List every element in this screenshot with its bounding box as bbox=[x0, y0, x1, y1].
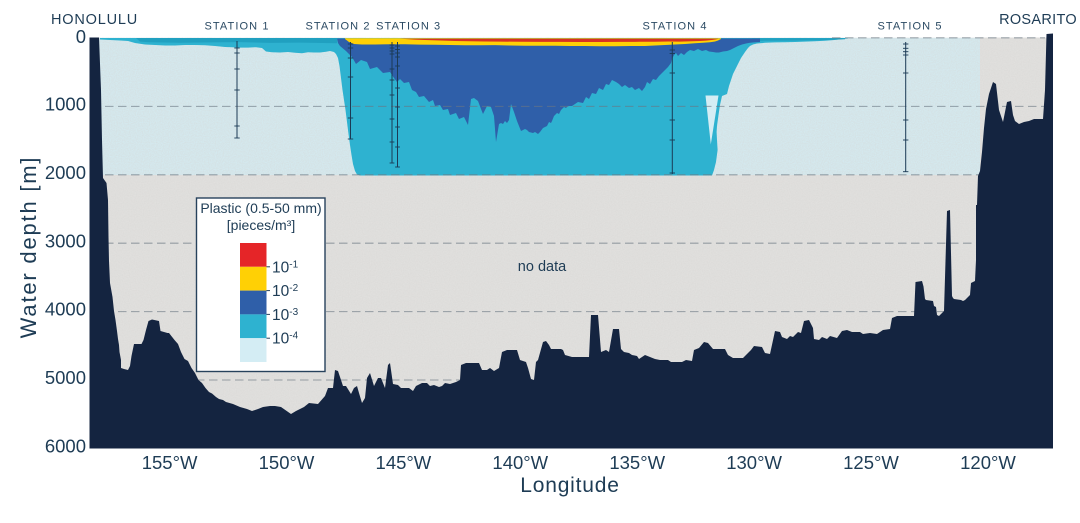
svg-text:135°W: 135°W bbox=[609, 452, 665, 473]
svg-text:5000: 5000 bbox=[45, 367, 86, 388]
svg-text:1000: 1000 bbox=[45, 94, 86, 115]
svg-text:150°W: 150°W bbox=[259, 452, 315, 473]
svg-text:STATION 4: STATION 4 bbox=[642, 21, 707, 33]
svg-text:6000: 6000 bbox=[45, 436, 86, 457]
svg-text:ROSARITO: ROSARITO bbox=[999, 12, 1077, 28]
svg-text:Longitude: Longitude bbox=[520, 474, 619, 497]
svg-text:140°W: 140°W bbox=[492, 452, 548, 473]
svg-text:130°W: 130°W bbox=[726, 452, 782, 473]
svg-text:2000: 2000 bbox=[45, 162, 86, 183]
svg-text:120°W: 120°W bbox=[960, 452, 1016, 473]
svg-text:4000: 4000 bbox=[45, 299, 86, 320]
svg-text:0: 0 bbox=[76, 26, 86, 47]
svg-text:145°W: 145°W bbox=[376, 452, 432, 473]
svg-text:Water depth [m]: Water depth [m] bbox=[16, 156, 41, 339]
svg-text:[pieces/m³]: [pieces/m³] bbox=[227, 217, 295, 233]
svg-text:no data: no data bbox=[518, 259, 567, 275]
svg-text:3000: 3000 bbox=[45, 230, 86, 251]
svg-text:125°W: 125°W bbox=[843, 452, 899, 473]
svg-text:STATION 1: STATION 1 bbox=[204, 21, 269, 33]
svg-text:STATION 3: STATION 3 bbox=[376, 21, 441, 33]
svg-text:Plastic (0.5-50 mm): Plastic (0.5-50 mm) bbox=[200, 200, 321, 216]
svg-text:155°W: 155°W bbox=[142, 452, 198, 473]
svg-text:STATION 5: STATION 5 bbox=[877, 21, 942, 33]
svg-text:STATION 2: STATION 2 bbox=[305, 21, 370, 33]
svg-text:HONOLULU: HONOLULU bbox=[51, 12, 138, 28]
